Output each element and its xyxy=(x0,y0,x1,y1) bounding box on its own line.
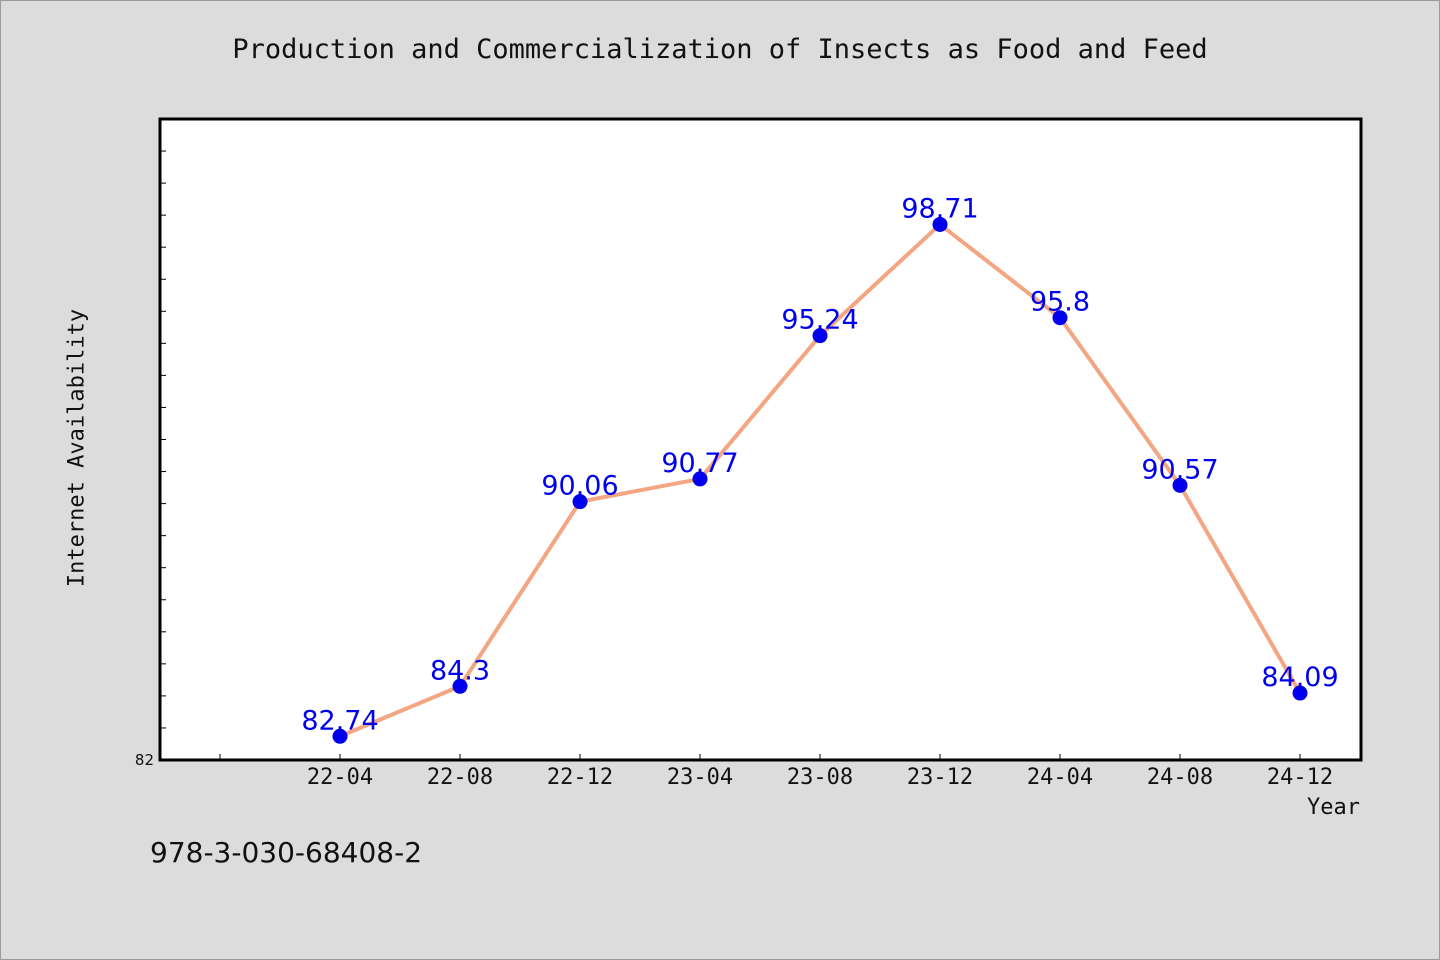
x-tick-label: 24-12 xyxy=(1267,765,1333,790)
x-tick-label: 24-08 xyxy=(1147,765,1213,790)
y-axis-label: Internet Availability xyxy=(64,308,90,588)
x-axis-label: Year xyxy=(1307,795,1360,820)
x-tick-label: 22-08 xyxy=(427,765,493,790)
data-label: 95.8 xyxy=(1030,287,1090,318)
plot-area xyxy=(160,119,1361,760)
data-label: 84.3 xyxy=(430,655,490,686)
data-label: 98.71 xyxy=(901,193,978,224)
x-tick-label: 24-04 xyxy=(1027,765,1093,790)
x-tick-label: 23-04 xyxy=(667,765,733,790)
chart-title: Production and Commercialization of Inse… xyxy=(232,34,1208,65)
data-point xyxy=(572,494,588,510)
data-point xyxy=(452,678,468,694)
y-tick-label: 82 xyxy=(135,751,154,769)
data-label: 90.06 xyxy=(541,471,618,502)
x-tick-label: 22-04 xyxy=(307,765,373,790)
x-tick-label: 22-12 xyxy=(547,765,613,790)
data-label: 90.57 xyxy=(1141,454,1218,485)
data-point xyxy=(1292,685,1308,701)
x-tick-label: 23-08 xyxy=(787,765,853,790)
data-point xyxy=(812,328,828,344)
x-tick-label: 23-12 xyxy=(907,765,973,790)
data-label: 90.77 xyxy=(661,448,738,479)
data-point xyxy=(1052,310,1068,326)
data-point xyxy=(332,728,348,744)
plot-border xyxy=(158,117,1363,762)
data-label: 82.74 xyxy=(301,705,378,736)
data-point xyxy=(932,216,948,232)
data-point xyxy=(692,471,708,487)
data-label: 95.24 xyxy=(781,305,858,336)
footnote-isbn: 978-3-030-68408-2 xyxy=(150,836,423,869)
data-point xyxy=(1172,477,1188,493)
data-label: 84.09 xyxy=(1261,662,1338,693)
